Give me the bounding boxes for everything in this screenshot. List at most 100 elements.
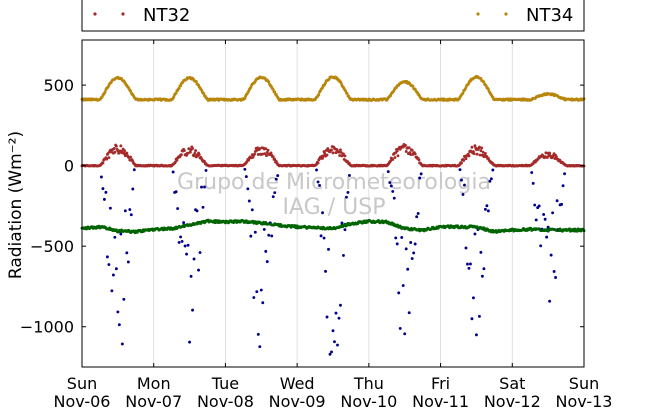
negative-point [340, 221, 344, 225]
nt32-point [251, 155, 255, 159]
negative-point [117, 323, 121, 327]
negative-point [342, 253, 345, 257]
nt34-point [194, 80, 198, 84]
x-tick-label-date: Nov-09 [269, 392, 326, 409]
negative-point [183, 244, 187, 248]
nt32-point [266, 148, 270, 152]
negative-point [549, 253, 553, 257]
x-tick-label-date: Nov-10 [340, 392, 397, 409]
negative-point [479, 250, 483, 254]
nt32-point [101, 161, 105, 165]
negative-point [204, 168, 208, 172]
negative-point [407, 311, 411, 315]
negative-point [543, 217, 547, 221]
x-tick-labels: SunNov-06MonNov-07TueNov-08WedNov-09ThuN… [54, 374, 613, 409]
nt32-point [273, 157, 277, 161]
negative-point [401, 284, 405, 287]
negative-point [560, 202, 564, 206]
nt32-point [338, 154, 342, 158]
negative-point [201, 205, 205, 209]
nt32-point [342, 152, 345, 156]
negative-point [404, 247, 408, 251]
nt32-point [188, 150, 192, 154]
negative-point [542, 213, 546, 216]
nt32-point [330, 148, 333, 152]
negative-point [552, 269, 556, 273]
nt32-point [396, 154, 400, 158]
nt32-point [269, 151, 273, 155]
negative-point [104, 190, 108, 194]
negative-point [179, 235, 183, 239]
y-tick-labels: 500 0 −500 −1000 [20, 76, 74, 337]
nt32-point [125, 151, 129, 155]
negative-point [327, 247, 330, 251]
negative-point [388, 181, 392, 185]
negative-point [246, 187, 250, 191]
negative-point [389, 184, 393, 188]
x-tick-label-day: Sun [569, 374, 599, 393]
negative-point [491, 168, 495, 172]
nt32-point [417, 158, 421, 162]
nt32-point [409, 153, 413, 156]
nt34-point [177, 86, 181, 90]
negative-point [182, 221, 186, 225]
negative-point [243, 167, 247, 171]
negative-point [561, 184, 565, 188]
nt32-point [122, 151, 126, 155]
nt32-point [113, 150, 117, 154]
negative-point [410, 257, 414, 261]
negative-point [101, 187, 105, 191]
negative-point [397, 291, 401, 295]
nt32-point [343, 154, 347, 158]
negative-point [489, 177, 493, 181]
y-tick-label: −500 [30, 237, 74, 256]
legend: NT32 NT34 [81, 0, 585, 32]
negative-point [334, 311, 338, 315]
negative-point [458, 168, 462, 172]
nt32-point [192, 154, 196, 158]
nt32-point [179, 153, 183, 157]
x-tick-label-day: Tue [211, 374, 239, 393]
negative-point [333, 340, 336, 344]
x-tick-label-day: Mon [137, 374, 171, 393]
nt32-point [337, 150, 341, 154]
negative-point [105, 255, 109, 259]
y-tick-label: 500 [43, 76, 74, 95]
negative-point [406, 267, 410, 271]
nt32-point [255, 148, 259, 152]
negative-point [460, 178, 463, 182]
negative-point [473, 232, 477, 236]
negative-point [386, 170, 390, 174]
nt32-point [473, 144, 477, 148]
nt34-point [271, 88, 275, 91]
negative-point [247, 199, 251, 203]
negative-point [555, 199, 559, 203]
nt34-point [482, 80, 486, 84]
negative-point [110, 289, 114, 293]
watermark: Grupo de Micrometeorologia IAG / USP [177, 170, 491, 220]
nt32-point [404, 143, 407, 147]
negative-point [463, 183, 466, 187]
negative-point [255, 290, 259, 294]
nt32-point [105, 157, 109, 161]
negative-point [125, 251, 129, 255]
nt34-point [461, 91, 465, 95]
negative-point [264, 249, 268, 253]
negative-point [192, 257, 196, 261]
negative-point [195, 209, 199, 213]
negative-point [315, 168, 319, 172]
negative-point [129, 213, 133, 217]
negative-point [336, 343, 339, 347]
x-tick-label-day: Fri [431, 374, 450, 393]
x-tick-label-date: Nov-11 [412, 392, 469, 409]
negative-point [409, 241, 413, 244]
nt34-point [345, 91, 349, 95]
negative-point [171, 170, 175, 174]
x-tick-label-day: Thu [353, 374, 384, 393]
negative-point [339, 303, 342, 307]
nt32-point [123, 149, 127, 153]
nt32-point [197, 153, 201, 156]
negative-point [537, 204, 541, 208]
negative-point [321, 211, 324, 215]
